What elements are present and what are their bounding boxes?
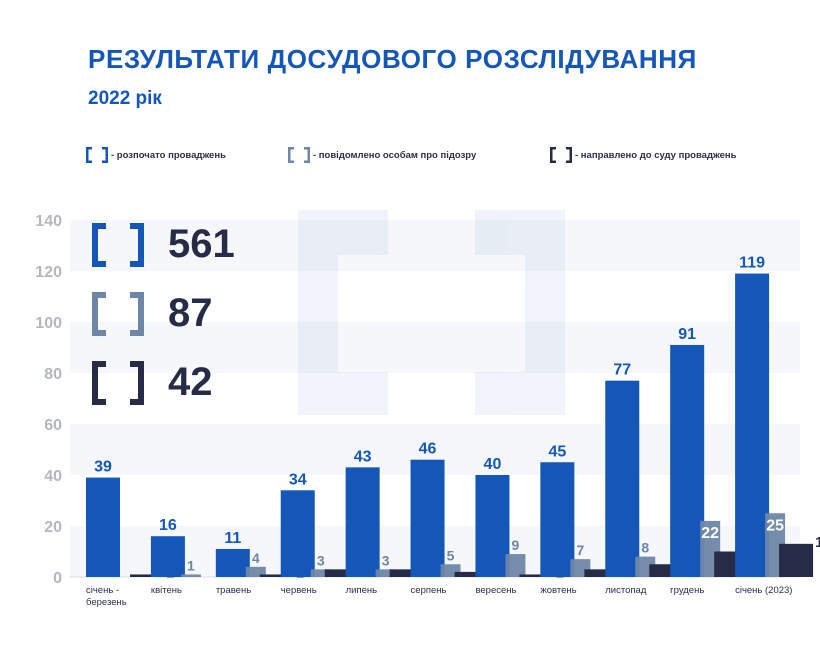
bar-started	[735, 273, 770, 577]
grid-band	[70, 220, 800, 271]
y-tick-label: 140	[35, 213, 62, 230]
bar-started	[605, 380, 640, 577]
x-tick-label: вересень	[475, 585, 516, 596]
x-tick-label: квітень	[151, 585, 182, 596]
y-tick-label: 80	[44, 366, 62, 383]
bar-court	[324, 569, 359, 577]
legend: - розпочато проваджень - повідомлено осо…	[0, 147, 820, 167]
data-label-court: 13	[815, 534, 820, 551]
chart-title: РЕЗУЛЬТАТИ ДОСУДОВОГО РОЗСЛІДУВАННЯ	[88, 44, 697, 74]
data-label-started: 40	[484, 456, 502, 473]
data-label-suspicion: 9	[512, 537, 520, 553]
bar-started	[475, 475, 510, 577]
data-label-suspicion: 4	[252, 550, 260, 566]
data-label-suspicion: 1	[187, 557, 195, 573]
y-tick-label: 0	[53, 570, 62, 587]
bar-suspicion	[180, 574, 201, 577]
x-tick-label: березень	[86, 597, 127, 608]
legend-label: - розпочато проваджень	[111, 149, 226, 161]
bracket-icon	[92, 222, 144, 267]
data-label-suspicion: 25	[766, 517, 784, 534]
data-label-started: 34	[289, 471, 307, 488]
legend-label: - направлено до суду проваджень	[575, 149, 737, 161]
y-tick-label: 60	[44, 417, 62, 434]
bar-started	[215, 548, 250, 577]
bar-suspicion	[375, 569, 396, 577]
bar-started	[150, 536, 185, 577]
bar-court	[454, 571, 489, 577]
bar-court	[519, 574, 554, 577]
x-tick-label: серпень	[411, 585, 447, 596]
data-label-started: 39	[94, 459, 112, 476]
bar-suspicion	[505, 554, 526, 577]
data-label-started: 43	[354, 448, 372, 465]
data-label-suspicion: 5	[447, 547, 455, 563]
bar-suspicion	[245, 566, 266, 577]
legend-label: - повідомлено особам про підозру	[313, 149, 477, 161]
x-tick-label: листопад	[605, 585, 647, 596]
x-tick-label: січень -	[86, 585, 119, 596]
bar-started	[540, 462, 575, 577]
bar-court	[259, 574, 294, 577]
bracket-icon	[288, 147, 310, 163]
bar-started	[410, 459, 445, 577]
bar-started	[670, 344, 705, 577]
bar-court	[389, 569, 424, 577]
data-label-suspicion: 7	[576, 542, 584, 558]
x-tick-label: травень	[216, 585, 251, 596]
total-value: 42	[168, 360, 213, 404]
data-label-started: 119	[739, 255, 765, 272]
data-label-started: 16	[159, 517, 177, 534]
bar-court	[779, 543, 814, 577]
data-label-suspicion: 8	[641, 540, 649, 556]
total-court: 42	[92, 360, 213, 405]
x-tick-label: червень	[281, 585, 317, 596]
y-tick-label: 20	[44, 519, 62, 536]
y-tick-label: 40	[44, 468, 62, 485]
bracket-icon	[86, 147, 108, 163]
data-label-started: 46	[419, 441, 437, 458]
data-label-suspicion: 3	[317, 552, 325, 568]
data-label-suspicion: 3	[382, 552, 390, 568]
y-tick-label: 100	[35, 315, 62, 332]
x-tick-label: грудень	[670, 585, 704, 596]
legend-item-suspicion: - повідомлено особам про підозру	[288, 147, 476, 163]
data-label-started: 45	[548, 443, 566, 460]
x-tick-label: січень (2023)	[735, 585, 792, 596]
x-tick-label: жовтень	[540, 585, 576, 596]
bracket-icon	[550, 147, 572, 163]
total-value: 87	[168, 291, 213, 335]
total-suspicion: 87	[92, 291, 213, 336]
chart-subtitle: 2022 рік	[88, 88, 162, 109]
bar-court	[130, 574, 164, 577]
y-tick-label: 120	[35, 264, 62, 281]
legend-item-started: - розпочато проваджень	[86, 147, 226, 163]
legend-item-court: - направлено до суду проваджень	[550, 147, 736, 163]
bracket-icon	[92, 291, 144, 336]
bar-suspicion	[310, 569, 331, 577]
grid-band	[70, 271, 800, 322]
bar-court	[584, 569, 619, 577]
data-label-suspicion: 22	[701, 525, 719, 542]
x-tick-label: липень	[346, 585, 378, 596]
total-started: 561	[92, 222, 235, 267]
bar-started	[345, 467, 380, 577]
data-label-started: 11	[224, 530, 241, 547]
bracket-icon	[92, 360, 144, 405]
watermark-logo	[298, 210, 565, 415]
bar-started	[86, 477, 120, 577]
data-label-started: 77	[613, 362, 631, 379]
total-value: 561	[168, 222, 235, 266]
bar-started	[280, 490, 315, 577]
data-label-started: 91	[678, 326, 696, 343]
